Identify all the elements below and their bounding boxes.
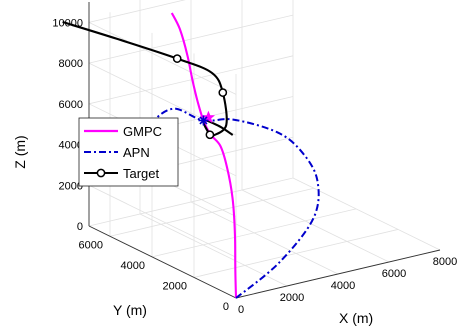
z-tick-label: 4000 [59, 140, 83, 152]
floor-gridline-x [190, 201, 339, 275]
back-wall-gridline-z [88, 177, 294, 227]
back-wall-gridline-z [88, 0, 186, 23]
legend-label-apn: APN [123, 145, 150, 160]
floor-gridline-x [292, 177, 441, 251]
series-line-apn [146, 107, 320, 299]
series-marker-target [205, 130, 215, 140]
floor-gridline-x [139, 213, 288, 287]
floor-gridline-y [109, 187, 315, 237]
z-tick-label: 8000 [59, 58, 83, 70]
y-tick-label: 6000 [79, 239, 103, 251]
x-axis-label: X (m) [339, 310, 373, 326]
x-tick-label: 2000 [280, 292, 304, 304]
back-wall-gridline-z [88, 55, 294, 105]
axes-frame [88, 1, 441, 299]
z-tick-label: 2000 [59, 180, 83, 192]
x-tick-label: 6000 [382, 268, 406, 280]
floor-gridline-y [193, 229, 399, 278]
legend: GMPC APN Target [78, 117, 179, 187]
back-wall-gridline-z [88, 14, 294, 64]
intercept-asterisk-marker [198, 115, 209, 126]
y-axis-line [88, 225, 237, 299]
series-marker-target [172, 54, 182, 63]
x-tick-label: 4000 [331, 280, 355, 292]
legend-label-gmpc: GMPC [123, 124, 162, 139]
y-tick-label: 2000 [163, 280, 187, 292]
floor-gridline-y [151, 208, 357, 258]
x-tick-label: 8000 [433, 256, 457, 268]
series-marker-target [218, 88, 228, 97]
y-tick-label: 4000 [121, 260, 145, 272]
z-tick-label: 0 [77, 221, 83, 233]
floor-gridline-x [241, 189, 390, 263]
y-axis-label: Y (m) [113, 302, 147, 318]
asterisk-stroke [199, 116, 208, 125]
y-tick-label: 0 [223, 301, 229, 313]
z-axis-label: Z (m) [12, 135, 28, 168]
x-tick-label: 0 [238, 304, 244, 316]
legend-marker-target [96, 168, 106, 178]
left-wall-gridline-z [88, 22, 237, 95]
z-tick-label: 6000 [59, 99, 83, 111]
x-axis-line [235, 249, 441, 299]
left-wall-gridline-z [88, 184, 237, 258]
tick-labels: 0 2000 4000 6000 8000 0 2000 4000 6000 0 2000 4000 6… [52, 17, 457, 316]
series-layer [62, 12, 320, 299]
legend-label-target: Target [123, 166, 160, 181]
series-line-gmpc [170, 12, 238, 299]
